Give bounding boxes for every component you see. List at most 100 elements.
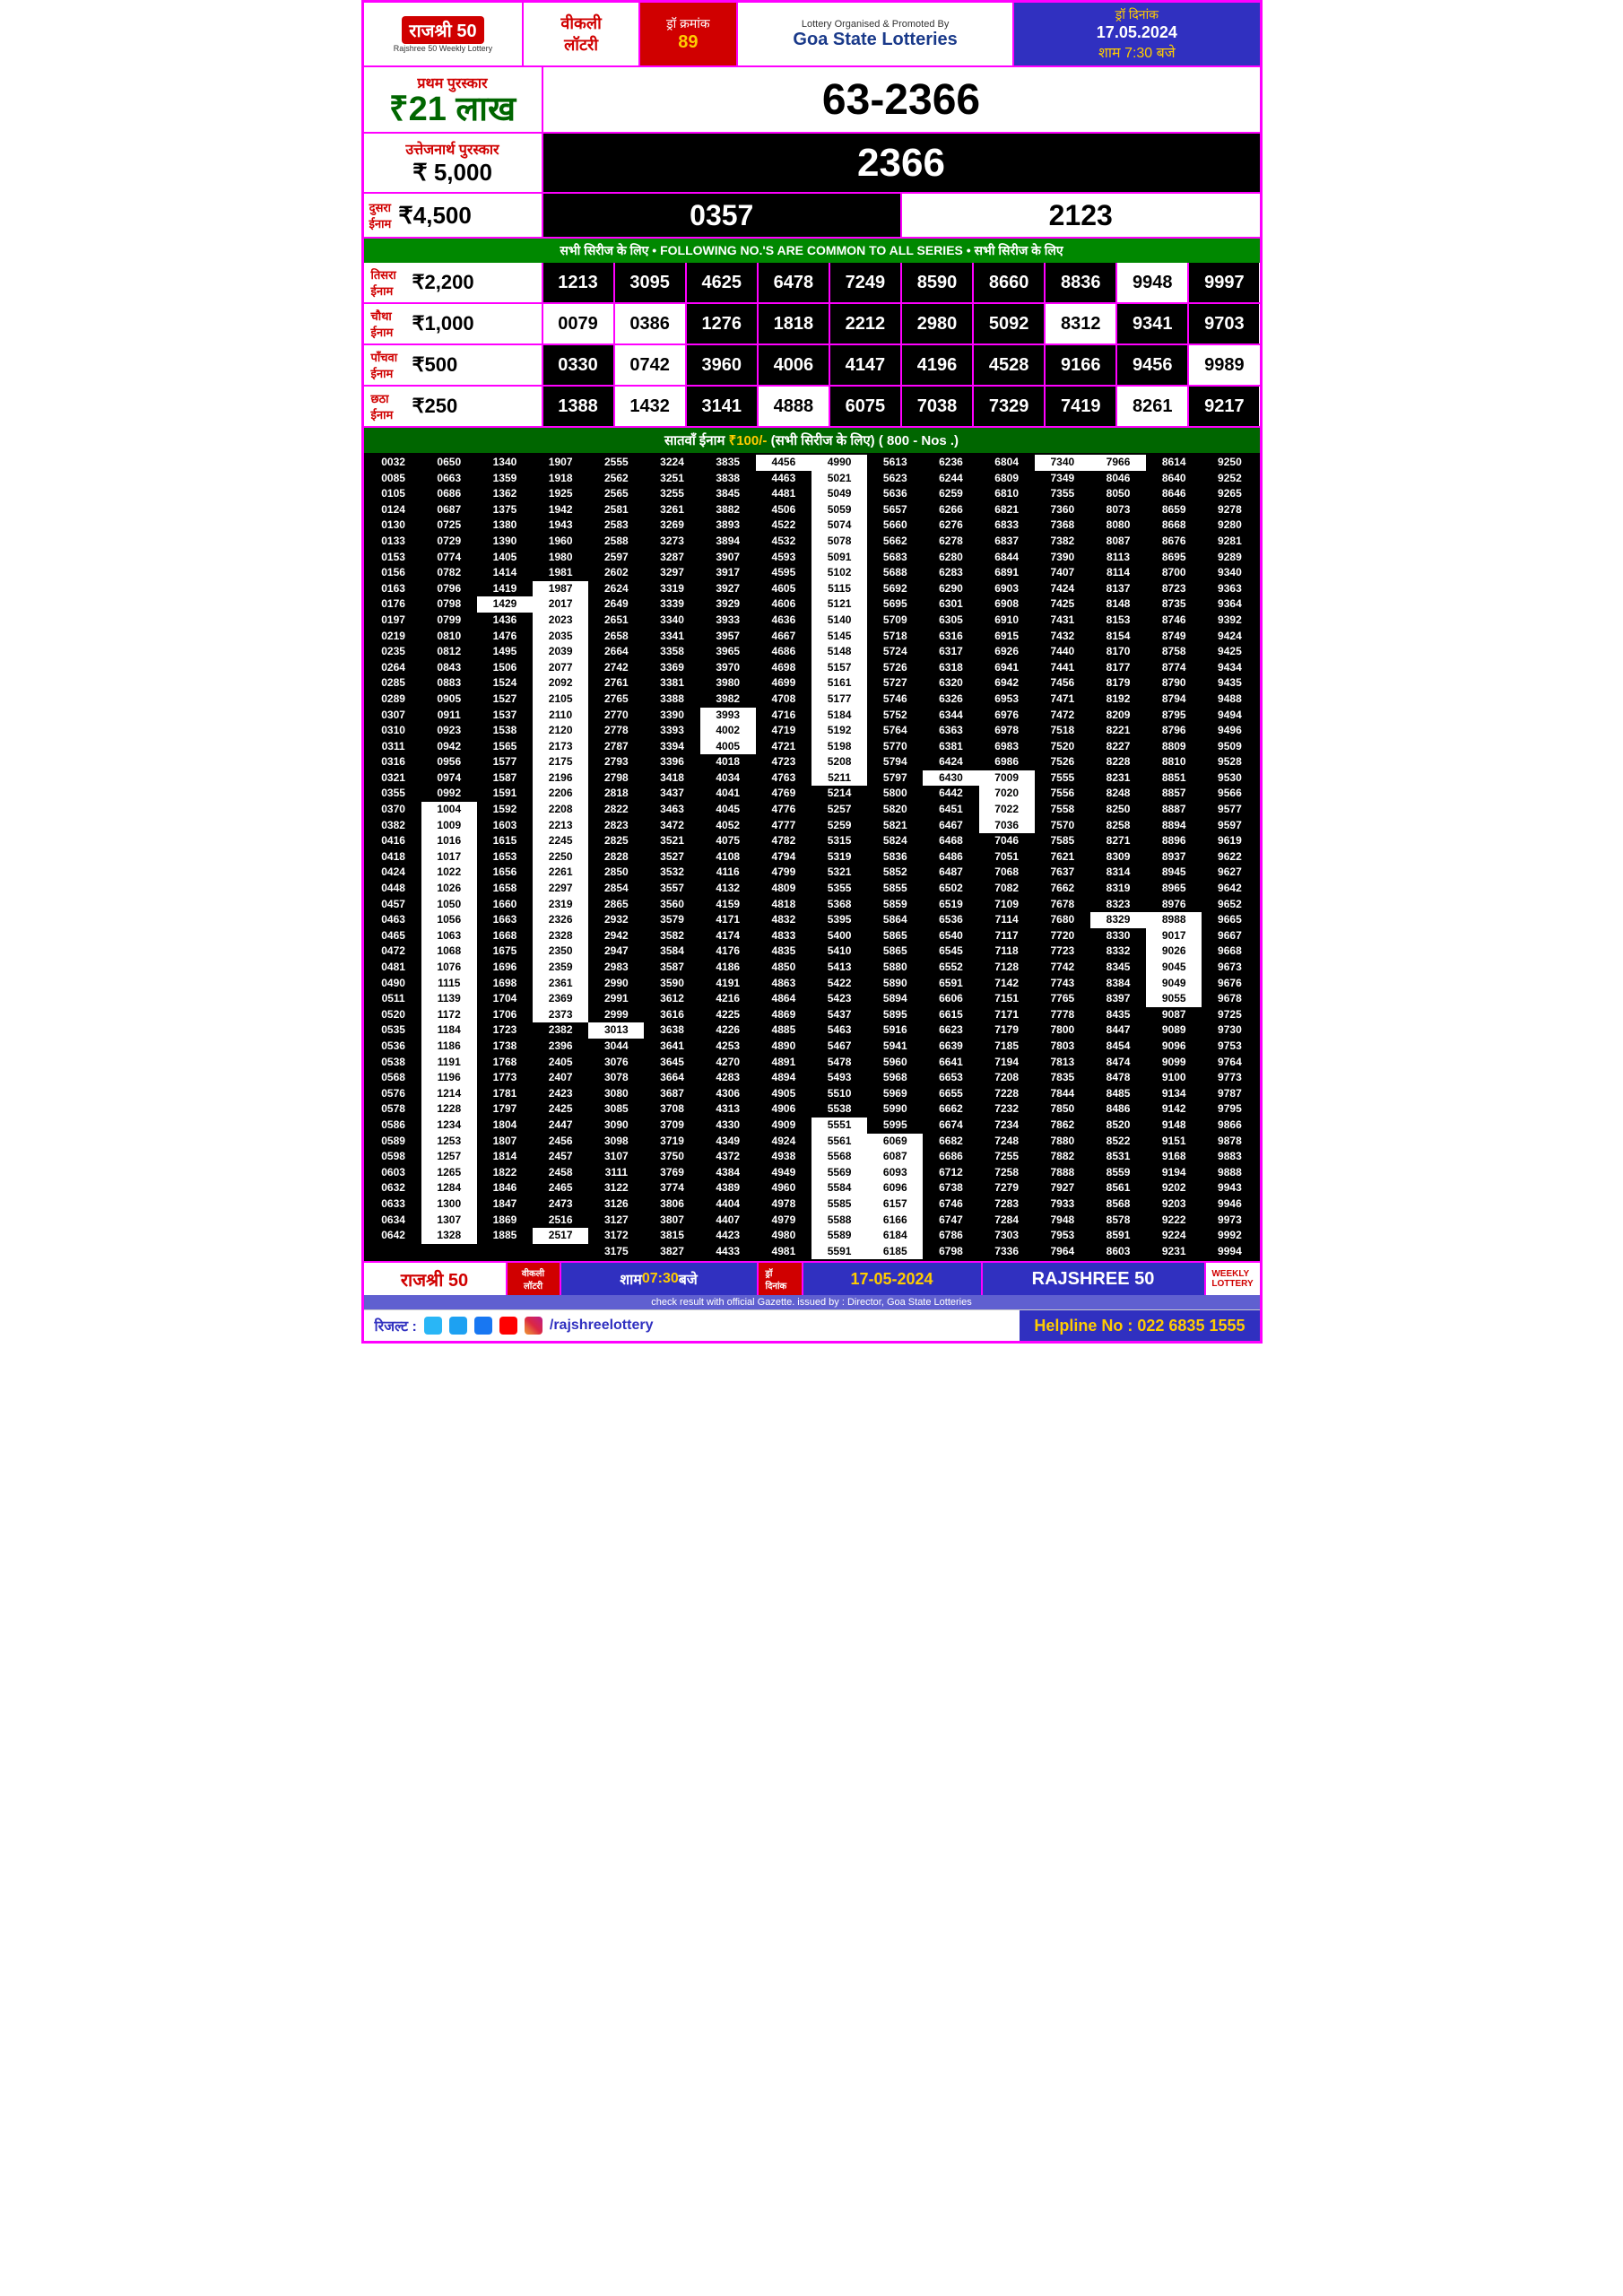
tier-amt: ₹1,000 — [412, 312, 474, 335]
grid-cell: 2039 — [533, 644, 588, 660]
tier-label: तिसरा ईनाम₹2,200 — [364, 263, 543, 302]
tier-num: 4147 — [830, 345, 902, 385]
f1-brand: RAJSHREE 50 — [983, 1263, 1206, 1295]
grid-cell: 0598 — [366, 1149, 421, 1165]
tier-num: 4888 — [759, 387, 830, 426]
grid-cell: 8050 — [1090, 486, 1146, 502]
grid-cell: 7850 — [1035, 1101, 1090, 1118]
grid-cell: 7441 — [1035, 660, 1090, 676]
tier-num: 9948 — [1117, 263, 1189, 302]
grid-cell: 4034 — [700, 770, 756, 787]
grid-cell: 1587 — [477, 770, 533, 787]
grid-cell: 3261 — [644, 502, 699, 518]
grid-cell: 4636 — [756, 613, 812, 629]
grid-cell: 2208 — [533, 802, 588, 818]
grid-cell: 4226 — [700, 1022, 756, 1039]
grid-cell: 8749 — [1146, 629, 1202, 645]
grid-cell: 1565 — [477, 739, 533, 755]
tier-tag: चौथा ईनाम — [371, 308, 407, 340]
grid-cell: 6320 — [923, 675, 978, 691]
grid-cell: 6655 — [923, 1086, 978, 1102]
grid-cell: 2465 — [533, 1180, 588, 1196]
grid-cell: 4389 — [700, 1180, 756, 1196]
grid-cell: 6606 — [923, 991, 978, 1007]
grid-cell: 4306 — [700, 1086, 756, 1102]
telegram-icon[interactable] — [424, 1317, 442, 1335]
grid-cell: 1436 — [477, 613, 533, 629]
grid-cell: 4905 — [756, 1086, 812, 1102]
grid-cell: 3584 — [644, 944, 699, 960]
grid-cell: 4980 — [756, 1228, 812, 1244]
grid-cell: 9289 — [1202, 550, 1257, 566]
grid-cell: 3927 — [700, 581, 756, 597]
grid-cell: 2597 — [588, 550, 644, 566]
facebook-icon[interactable] — [474, 1317, 492, 1335]
grid-cell: 2565 — [588, 486, 644, 502]
twitter-icon[interactable] — [449, 1317, 467, 1335]
grid-cell: 8221 — [1090, 723, 1146, 739]
grid-cell: 3463 — [644, 802, 699, 818]
grid-cell: 1773 — [477, 1070, 533, 1086]
grid-cell: 8790 — [1146, 675, 1202, 691]
grid-cell: 4978 — [756, 1196, 812, 1213]
grid-cell: 5894 — [867, 991, 923, 1007]
tier-row: चौथा ईनाम₹1,0000079038612761818221229805… — [364, 304, 1260, 345]
grid-cell: 3255 — [644, 486, 699, 502]
first-num: 63-2366 — [543, 67, 1260, 132]
grid-cell: 5400 — [812, 928, 867, 944]
grid-cell: 7765 — [1035, 991, 1090, 1007]
grid-cell: 1063 — [421, 928, 477, 944]
grid-cell: 2818 — [588, 786, 644, 802]
cons-amt: ₹ 5,000 — [369, 159, 536, 187]
grid-cell: 2407 — [533, 1070, 588, 1086]
tier-num: 3141 — [687, 387, 759, 426]
grid-cell: 0536 — [366, 1039, 421, 1055]
cons-prize-label: उत्तेजनार्थ पुरस्कार ₹ 5,000 — [364, 134, 543, 192]
grid-cell: 2823 — [588, 818, 644, 834]
grid-cell: 2778 — [588, 723, 644, 739]
grid-cell: 5413 — [812, 960, 867, 976]
grid-cell: 9494 — [1202, 708, 1257, 724]
grid-cell: 9435 — [1202, 675, 1257, 691]
grid-cell: 5257 — [812, 802, 867, 818]
grid-cell: 7340 — [1035, 455, 1090, 471]
grid-cell: 3929 — [700, 596, 756, 613]
grid-cell: 5990 — [867, 1101, 923, 1118]
grid-cell: 6540 — [923, 928, 978, 944]
grid-cell: 4723 — [756, 754, 812, 770]
grid-cell: 0586 — [366, 1118, 421, 1134]
grid-cell: 0032 — [366, 455, 421, 471]
grid-cell: 2602 — [588, 565, 644, 581]
grid-cell: 0923 — [421, 723, 477, 739]
grid-cell: 1698 — [477, 976, 533, 992]
grid-cell: 9652 — [1202, 897, 1257, 913]
grid-cell: 1139 — [421, 991, 477, 1007]
grid-cell: 4174 — [700, 928, 756, 944]
instagram-icon[interactable] — [525, 1317, 542, 1335]
youtube-icon[interactable] — [499, 1317, 517, 1335]
grid-cell: 1592 — [477, 802, 533, 818]
grid-cell: 0538 — [366, 1055, 421, 1071]
grid-cell: 4809 — [756, 881, 812, 897]
grid-cell: 7556 — [1035, 786, 1090, 802]
grid-cell: 8735 — [1146, 596, 1202, 613]
grid-cell: 6266 — [923, 502, 978, 518]
first-prize-row: प्रथम पुरस्कार ₹21 लाख 63-2366 — [364, 67, 1260, 134]
grid-cell: 3013 — [588, 1022, 644, 1039]
grid-cell: 8153 — [1090, 613, 1146, 629]
tier-num: 8836 — [1046, 263, 1117, 302]
grid-cell: 9089 — [1146, 1022, 1202, 1039]
f1-time-pre: शाम — [620, 1269, 642, 1289]
grid-cell: 5718 — [867, 629, 923, 645]
grid-cell: 7128 — [979, 960, 1035, 976]
grid-cell: 8937 — [1146, 849, 1202, 865]
grid-cell: 2822 — [588, 802, 644, 818]
grid-cell: 9943 — [1202, 1180, 1257, 1196]
grid-cell: 1907 — [533, 455, 588, 471]
grid-cell: 8561 — [1090, 1180, 1146, 1196]
grid-cell: 9252 — [1202, 471, 1257, 487]
grid-cell: 5078 — [812, 534, 867, 550]
grid-cell: 4606 — [756, 596, 812, 613]
tier-num: 7329 — [974, 387, 1046, 426]
grid-cell: 4456 — [756, 455, 812, 471]
